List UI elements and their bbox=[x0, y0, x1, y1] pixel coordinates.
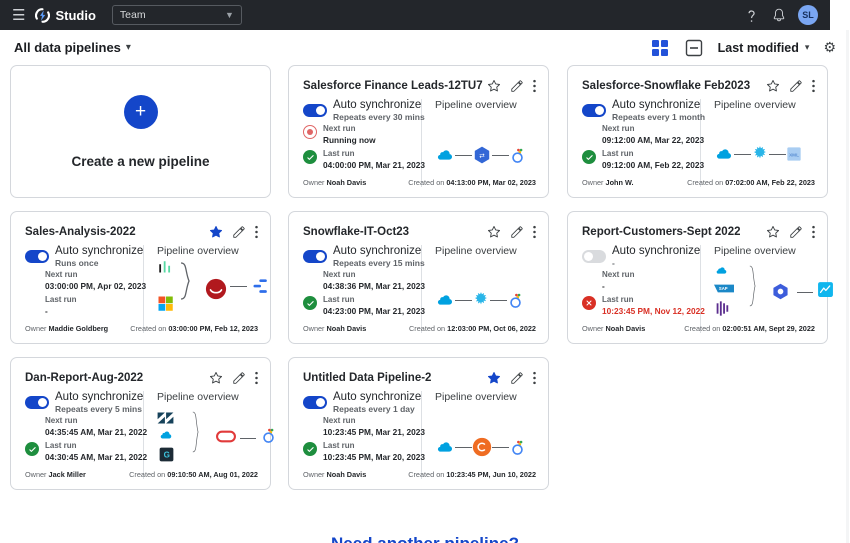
svg-text:SAP: SAP bbox=[719, 286, 728, 291]
svg-text:XML: XML bbox=[789, 152, 799, 157]
svg-text:⇄: ⇄ bbox=[479, 153, 485, 160]
svg-text:G: G bbox=[164, 451, 170, 460]
